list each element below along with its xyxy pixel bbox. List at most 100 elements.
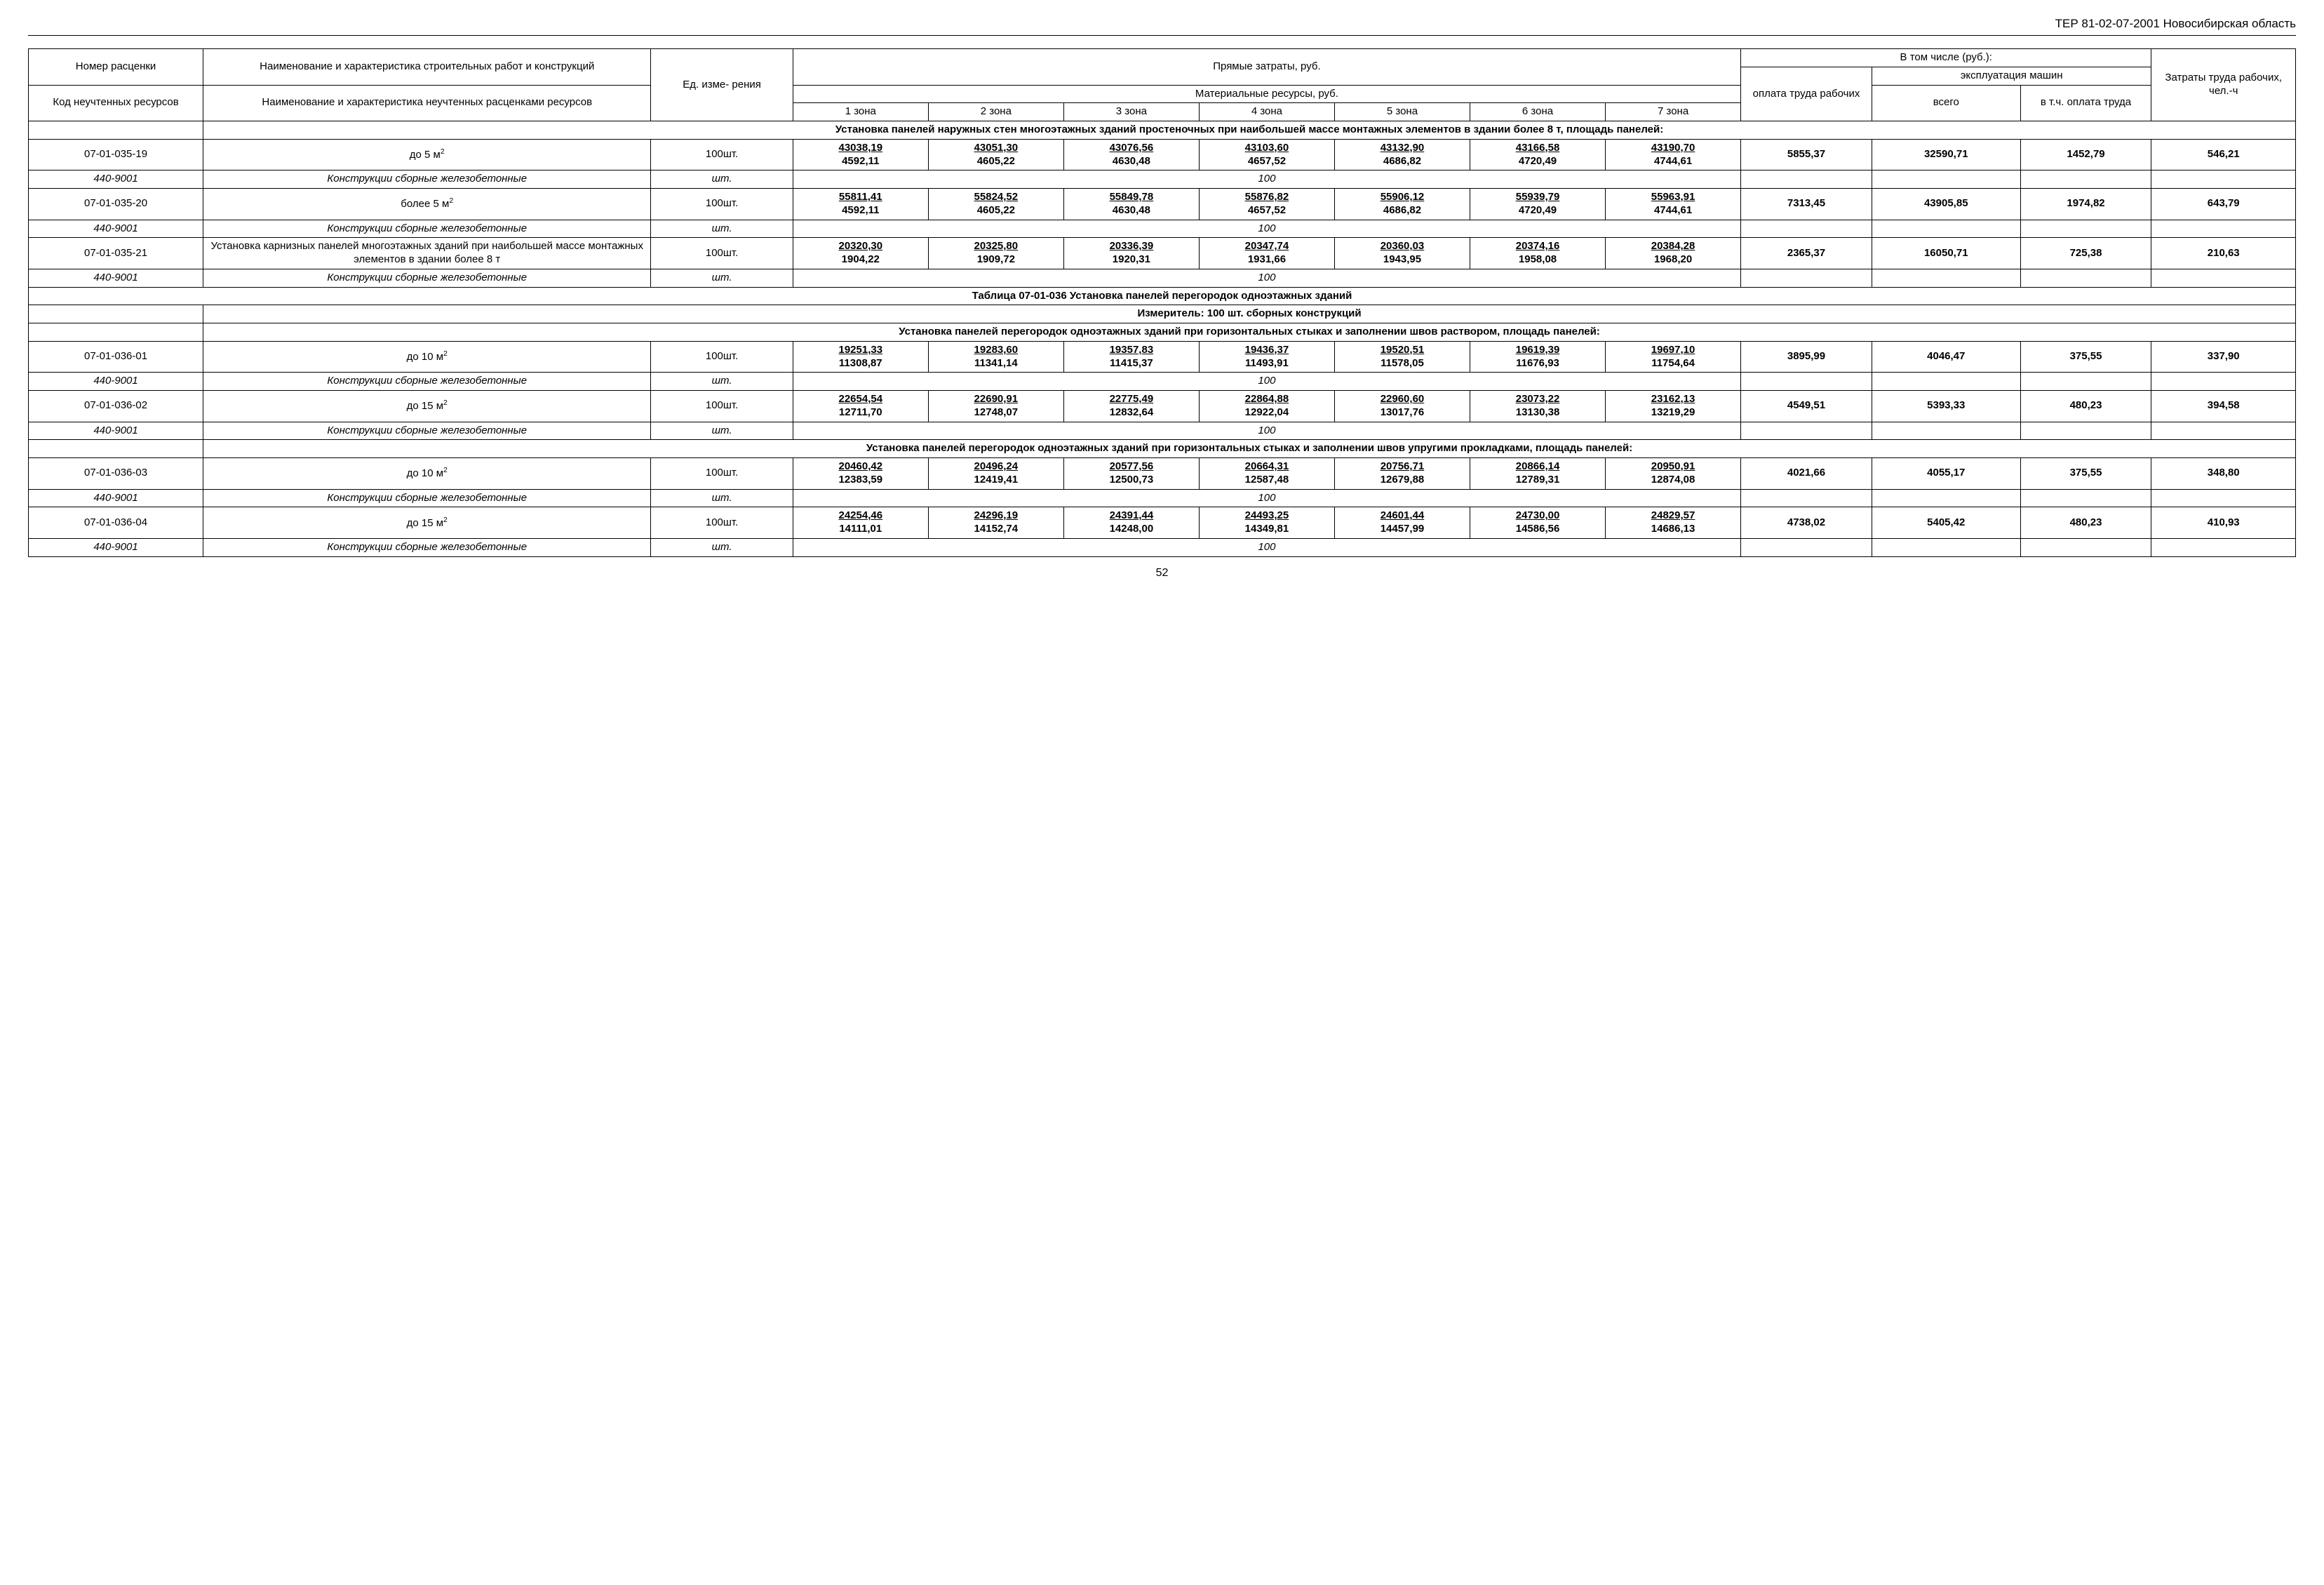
zone-4-value: 20664,3112587,48 [1199, 458, 1334, 490]
table-row: 440-9001Конструкции сборные железобетонн… [29, 269, 2296, 287]
empty-cell [1872, 170, 2020, 189]
oplata-value: 375,55 [2020, 458, 2151, 490]
resource-name: Конструкции сборные железобетонные [203, 170, 651, 189]
zone-2-value: 19283,6011341,14 [928, 341, 1063, 373]
table-row: 07-01-035-20более 5 м2100шт.55811,414592… [29, 189, 2296, 220]
resource-qty: 100 [793, 489, 1740, 507]
th-labor: Затраты труда рабочих, чел.-ч [2151, 49, 2296, 121]
th-zone-4: 4 зона [1199, 103, 1334, 121]
zone-4-value: 43103,604657,52 [1199, 139, 1334, 170]
resource-unit: шт. [651, 489, 793, 507]
group-description: Установка панелей наружных стен многоэта… [203, 121, 2296, 140]
empty-cell [2020, 269, 2151, 287]
th-zone-1: 1 зона [793, 103, 928, 121]
oplata-value: 480,23 [2020, 391, 2151, 422]
oplata-value: 480,23 [2020, 507, 2151, 539]
rate-code: 07-01-036-01 [29, 341, 203, 373]
zone-3-value: 22775,4912832,64 [1063, 391, 1199, 422]
resource-qty: 100 [793, 170, 1740, 189]
group-description: Установка панелей перегородок одноэтажны… [203, 440, 2296, 458]
th-including: В том числе (руб.): [1741, 49, 2151, 67]
resource-name: Конструкции сборные железобетонные [203, 373, 651, 391]
total-value: 4055,17 [1872, 458, 2020, 490]
th-material-resources: Материальные ресурсы, руб. [793, 85, 1740, 103]
rate-code: 07-01-036-02 [29, 391, 203, 422]
table-row: 440-9001Конструкции сборные железобетонн… [29, 538, 2296, 556]
empty-cell [2151, 422, 2296, 440]
resource-code: 440-9001 [29, 538, 203, 556]
labor-value: 348,80 [2151, 458, 2296, 490]
labor-value: 394,58 [2151, 391, 2296, 422]
empty-cell [2020, 220, 2151, 238]
zone-3-value: 19357,8311415,37 [1063, 341, 1199, 373]
resource-name: Конструкции сборные железобетонные [203, 538, 651, 556]
rate-name: до 10 м2 [203, 458, 651, 490]
table-row: Установка панелей перегородок одноэтажны… [29, 323, 2296, 342]
oplata-value: 1452,79 [2020, 139, 2151, 170]
th-direct-cost: Прямые затраты, руб. [793, 49, 1740, 86]
table-row: 07-01-036-01до 10 м2100шт.19251,3311308,… [29, 341, 2296, 373]
zone-2-value: 22690,9112748,07 [928, 391, 1063, 422]
th-machinery: эксплуатация машин [1872, 67, 2151, 85]
rates-table: Номер расценки Наименование и характерис… [28, 48, 2296, 557]
resource-unit: шт. [651, 422, 793, 440]
zone-3-value: 20577,5612500,73 [1063, 458, 1199, 490]
empty-cell [2020, 489, 2151, 507]
zone-1-value: 22654,5412711,70 [793, 391, 928, 422]
th-rate-name: Наименование и характеристика строительн… [203, 49, 651, 86]
resource-name: Конструкции сборные железобетонные [203, 269, 651, 287]
zone-5-value: 22960,6013017,76 [1334, 391, 1470, 422]
empty-cell [2151, 220, 2296, 238]
page-number: 52 [28, 567, 2296, 580]
zone-1-value: 20320,301904,22 [793, 238, 928, 269]
th-resource-code: Код неучтенных ресурсов [29, 85, 203, 121]
empty-cell [1741, 422, 1872, 440]
resource-qty: 100 [793, 220, 1740, 238]
zone-6-value: 23073,2213130,38 [1470, 391, 1606, 422]
rate-unit: 100шт. [651, 139, 793, 170]
resource-unit: шт. [651, 269, 793, 287]
zone-4-value: 19436,3711493,91 [1199, 341, 1334, 373]
resource-qty: 100 [793, 373, 1740, 391]
empty-cell [29, 121, 203, 140]
zone-5-value: 20360,031943,95 [1334, 238, 1470, 269]
zone-6-value: 20866,1412789,31 [1470, 458, 1606, 490]
rate-unit: 100шт. [651, 507, 793, 539]
zone-7-value: 23162,1313219,29 [1606, 391, 1741, 422]
measurer-text: Измеритель: 100 шт. сборных конструкций [203, 305, 2296, 323]
resource-qty: 100 [793, 422, 1740, 440]
rate-unit: 100шт. [651, 238, 793, 269]
labor-value: 210,63 [2151, 238, 2296, 269]
total-value: 5393,33 [1872, 391, 2020, 422]
zone-5-value: 55906,124686,82 [1334, 189, 1470, 220]
zone-2-value: 20325,801909,72 [928, 238, 1063, 269]
zone-2-value: 24296,1914152,74 [928, 507, 1063, 539]
table-row: 07-01-036-03до 10 м2100шт.20460,4212383,… [29, 458, 2296, 490]
table-row: 440-9001Конструкции сборные железобетонн… [29, 489, 2296, 507]
total-value: 5405,42 [1872, 507, 2020, 539]
resource-code: 440-9001 [29, 170, 203, 189]
empty-cell [1872, 422, 2020, 440]
zone-2-value: 55824,524605,22 [928, 189, 1063, 220]
zone-1-value: 19251,3311308,87 [793, 341, 928, 373]
th-wage: оплата труда рабочих [1741, 67, 1872, 121]
table-row: 07-01-035-19до 5 м2100шт.43038,194592,11… [29, 139, 2296, 170]
rate-unit: 100шт. [651, 189, 793, 220]
empty-cell [29, 305, 203, 323]
rate-name: до 15 м2 [203, 507, 651, 539]
th-oplata: в т.ч. оплата труда [2020, 85, 2151, 121]
labor-value: 546,21 [2151, 139, 2296, 170]
rate-unit: 100шт. [651, 391, 793, 422]
resource-unit: шт. [651, 170, 793, 189]
empty-cell [2151, 538, 2296, 556]
empty-cell [1872, 538, 2020, 556]
wage-value: 7313,45 [1741, 189, 1872, 220]
table-header: Номер расценки Наименование и характерис… [29, 49, 2296, 121]
zone-4-value: 24493,2514349,81 [1199, 507, 1334, 539]
empty-cell [1872, 220, 2020, 238]
rate-code: 07-01-035-20 [29, 189, 203, 220]
th-total: всего [1872, 85, 2020, 121]
table-row: Измеритель: 100 шт. сборных конструкций [29, 305, 2296, 323]
th-resource-name: Наименование и характеристика неучтенных… [203, 85, 651, 121]
table-row: 07-01-035-21Установка карнизных панелей … [29, 238, 2296, 269]
